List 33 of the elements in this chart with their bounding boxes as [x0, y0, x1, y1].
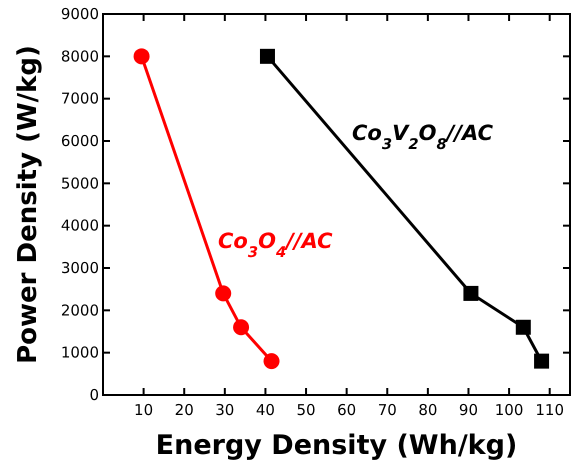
point [233, 319, 250, 336]
point [264, 353, 280, 370]
x-tick-label: 90 [458, 401, 478, 419]
point [260, 48, 275, 64]
series-label: Co$_{3}$O$_{4}$//AC [218, 229, 334, 260]
x-tick-label: 110 [535, 401, 564, 419]
y-tick-label: 0 [89, 386, 99, 404]
y-tick-label: 5000 [60, 174, 99, 192]
y-axis-title: Power Density (W/kg) [13, 45, 43, 364]
y-tick-label: 2000 [60, 301, 99, 320]
point [463, 286, 478, 301]
y-tick-label: 8000 [60, 47, 99, 66]
x-tick-label: 30 [215, 401, 234, 419]
x-tick-label: 60 [337, 401, 356, 419]
x-tick-label: 40 [256, 401, 275, 419]
y-tick-label: 6000 [60, 132, 99, 150]
y-tick-label: 1000 [60, 344, 99, 362]
x-axis-title: Energy Density (Wh/kg) [156, 430, 518, 461]
x-tick-label: 80 [418, 401, 438, 419]
x-tick-label: 70 [378, 401, 397, 419]
x-tick-label: 100 [494, 401, 524, 419]
x-tick-label: 10 [134, 401, 154, 419]
y-tick-label: 7000 [60, 90, 99, 108]
point [516, 320, 531, 335]
point [215, 285, 232, 302]
series-label: Co$_{3}$V$_{2}$O$_{8}$//AC [352, 121, 494, 152]
point [534, 354, 550, 369]
x-tick-label: 50 [296, 401, 316, 419]
x-tick-label: 20 [174, 401, 194, 419]
y-tick-label: 4000 [60, 216, 99, 235]
y-tick-label: 9000 [60, 5, 99, 23]
y-tick-label: 3000 [60, 259, 99, 277]
point [134, 48, 150, 64]
